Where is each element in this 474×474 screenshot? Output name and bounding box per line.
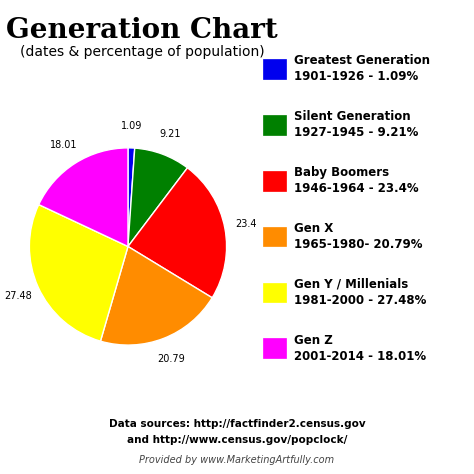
Text: and http://www.census.gov/popclock/: and http://www.census.gov/popclock/ [127, 435, 347, 445]
Text: 27.48: 27.48 [4, 291, 32, 301]
Text: Silent Generation
1927-1945 - 9.21%: Silent Generation 1927-1945 - 9.21% [294, 110, 418, 139]
Wedge shape [100, 246, 212, 345]
Text: Gen Y / Millenials
1981-2000 - 27.48%: Gen Y / Millenials 1981-2000 - 27.48% [294, 278, 426, 307]
Wedge shape [128, 168, 227, 298]
Text: Gen Z
2001-2014 - 18.01%: Gen Z 2001-2014 - 18.01% [294, 334, 426, 363]
Text: 23.4: 23.4 [236, 219, 257, 229]
Wedge shape [128, 148, 187, 246]
Text: (dates & percentage of population): (dates & percentage of population) [20, 45, 264, 59]
Text: Baby Boomers
1946-1964 - 23.4%: Baby Boomers 1946-1964 - 23.4% [294, 166, 419, 195]
Wedge shape [39, 148, 128, 246]
Wedge shape [128, 148, 135, 246]
Text: 9.21: 9.21 [159, 129, 181, 139]
Text: 18.01: 18.01 [50, 140, 77, 150]
Text: 1.09: 1.09 [121, 121, 143, 131]
Wedge shape [29, 205, 128, 341]
Text: Provided by www.MarketingArtfully.com: Provided by www.MarketingArtfully.com [139, 455, 335, 465]
Text: 20.79: 20.79 [158, 354, 185, 364]
Text: Generation Chart: Generation Chart [6, 17, 278, 44]
Text: Data sources: http://factfinder2.census.gov: Data sources: http://factfinder2.census.… [109, 419, 365, 429]
Text: Greatest Generation
1901-1926 - 1.09%: Greatest Generation 1901-1926 - 1.09% [294, 54, 430, 83]
Text: Gen X
1965-1980- 20.79%: Gen X 1965-1980- 20.79% [294, 222, 422, 251]
